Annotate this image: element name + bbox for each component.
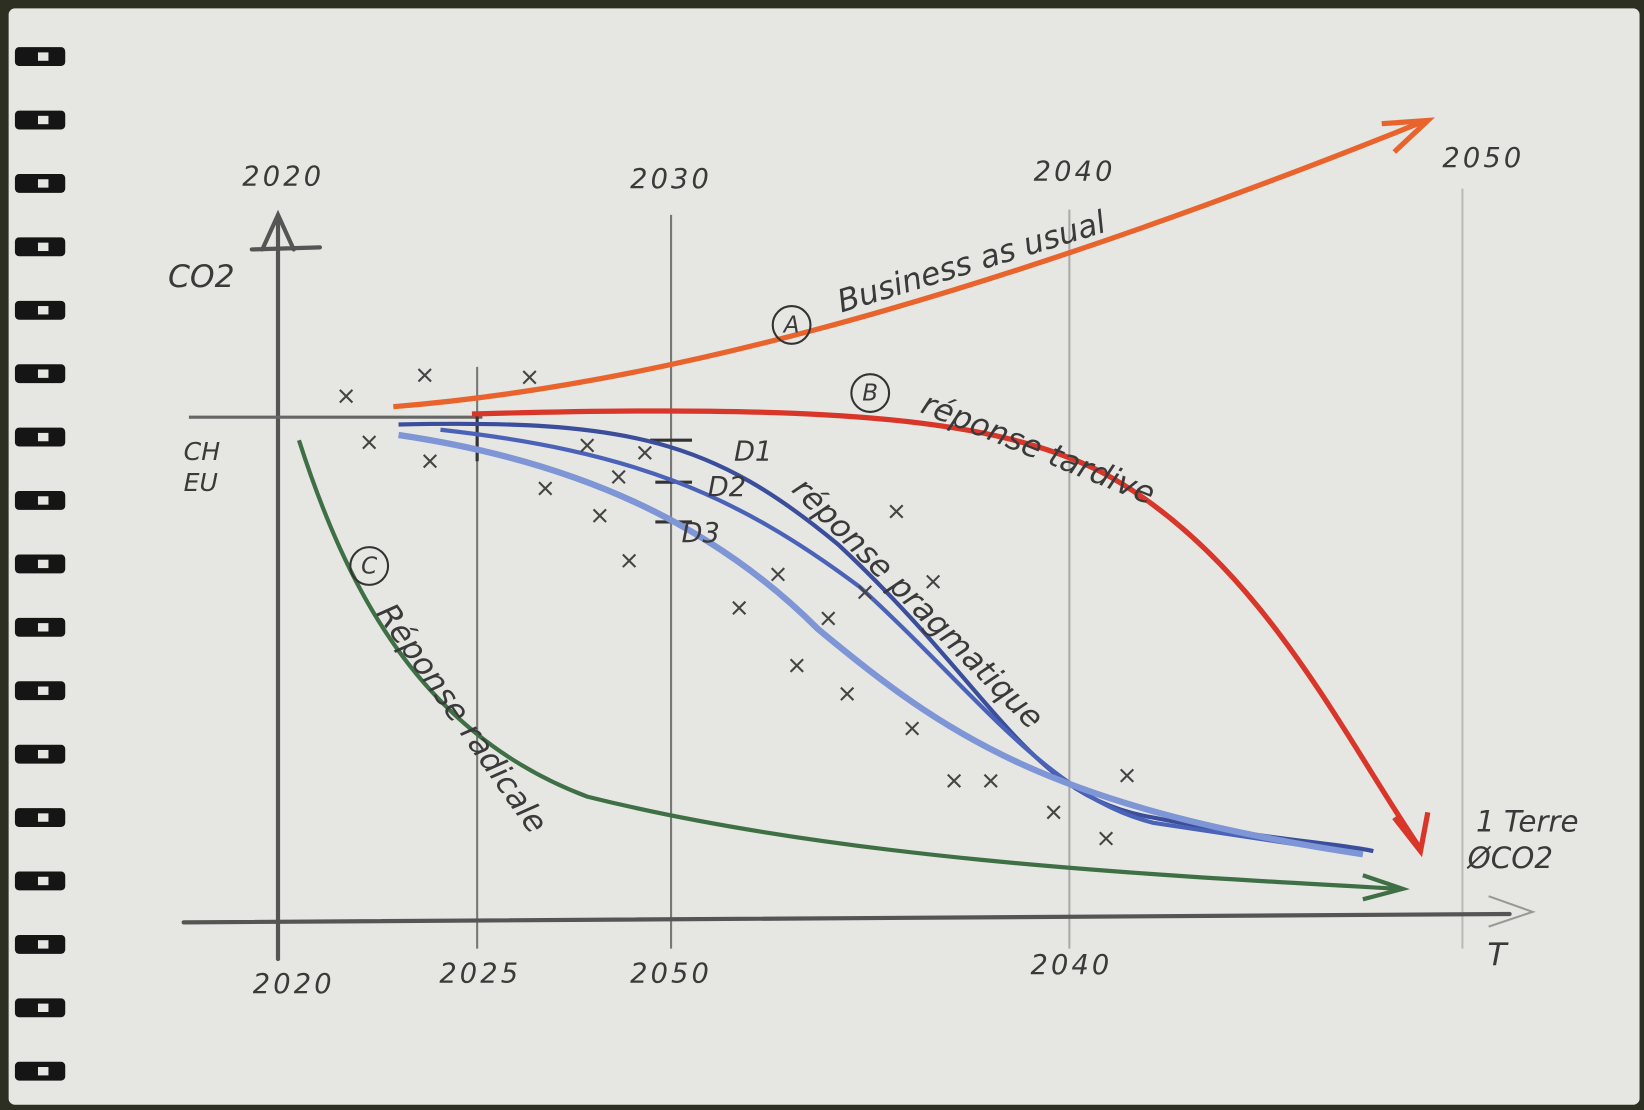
spiral-hole <box>38 687 48 695</box>
spiral-hole <box>38 243 48 251</box>
bottom-year: 2040 <box>1030 950 1112 981</box>
marker-label: A <box>782 312 800 338</box>
spiral-hole <box>38 116 48 124</box>
marker-label: D2 <box>708 472 746 503</box>
spiral-hole <box>38 1004 48 1012</box>
top-year: 2030 <box>630 164 712 195</box>
spiral-hole <box>38 623 48 631</box>
marker-label: D1 <box>734 436 772 467</box>
spiral-hole <box>38 877 48 885</box>
origin-label: CH <box>184 437 221 466</box>
x-axis-unit: T <box>1487 937 1509 973</box>
spiral-hole <box>38 496 48 504</box>
spiral-hole <box>38 433 48 441</box>
spiral-hole <box>38 52 48 60</box>
marker-label: B <box>862 381 878 407</box>
spiral-hole <box>38 306 48 314</box>
bottom-year: 2050 <box>630 958 712 989</box>
spiral-hole <box>38 1067 48 1075</box>
target-label: 1 Terre <box>1476 804 1578 838</box>
spiral-hole <box>38 813 48 821</box>
marker-label: C <box>361 554 378 580</box>
spiral-hole <box>38 179 48 187</box>
marker-label: D3 <box>682 518 720 549</box>
bottom-year: 2020 <box>253 969 335 1000</box>
target-label: ØCO2 <box>1467 841 1553 875</box>
top-year: 2040 <box>1034 156 1116 187</box>
spiral-hole <box>38 560 48 568</box>
page: {"top_axis": {"labels": ["2020", "2030",… <box>0 0 1644 1110</box>
origin-label: EU <box>184 468 218 497</box>
top-year: 2050 <box>1442 143 1524 174</box>
bottom-year: 2025 <box>439 958 521 989</box>
top-year: 2020 <box>242 162 324 193</box>
spiral-hole <box>38 369 48 377</box>
y-axis-label: CO2 <box>168 259 235 295</box>
spiral-hole <box>38 750 48 758</box>
spiral-hole <box>38 940 48 948</box>
sketch: 2020 2030 2040 2050 2020 2025 2050 2040 … <box>0 0 1644 1110</box>
